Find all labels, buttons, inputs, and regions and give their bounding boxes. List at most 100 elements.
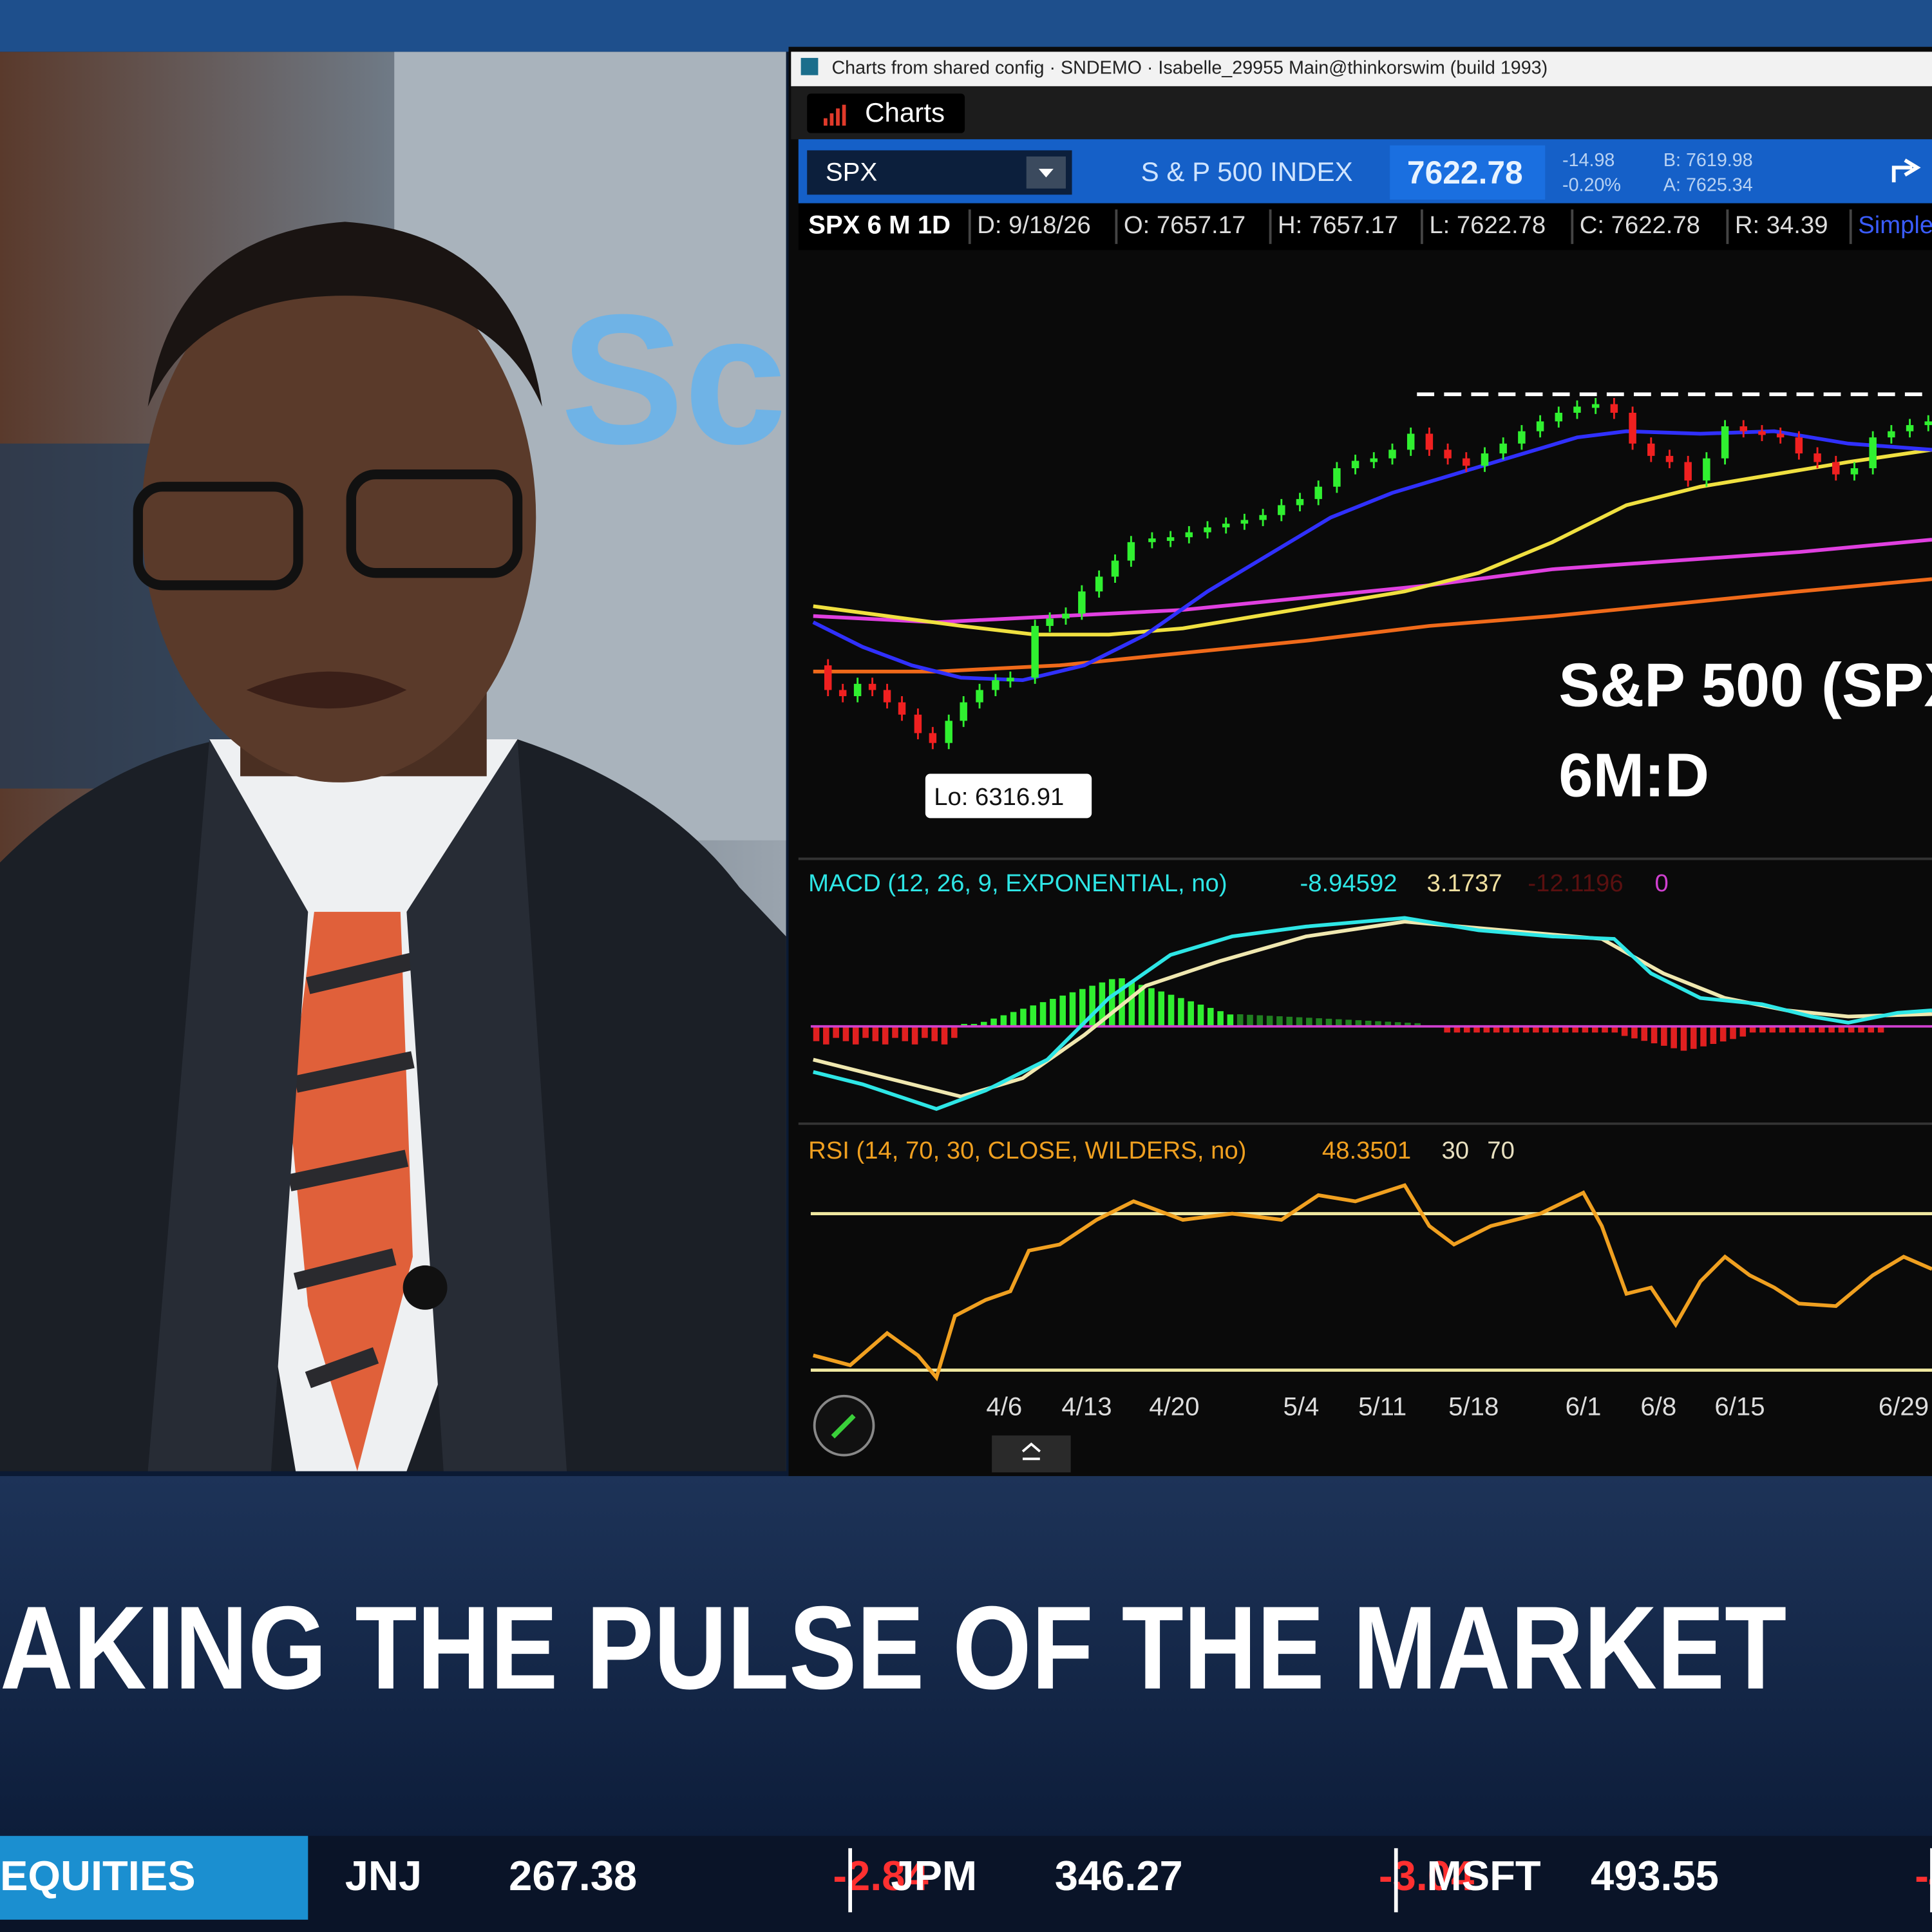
histogram-bar <box>1217 1011 1224 1027</box>
info-field: O: 7657.17 <box>1124 211 1245 239</box>
head <box>142 252 536 782</box>
candle-body <box>1031 625 1039 678</box>
info-field: H: 7657.17 <box>1278 211 1398 239</box>
candle-body <box>1629 412 1636 444</box>
histogram-bar <box>1789 1026 1795 1033</box>
macd-pane: MACD (12, 26, 9, EXPONENTIAL, no) -8.945… <box>808 869 1932 1111</box>
histogram-bar <box>1345 1019 1352 1027</box>
date-label: 5/18 <box>1448 1392 1499 1421</box>
collapse-icon <box>1021 1442 1041 1461</box>
tab-icon <box>824 104 846 126</box>
ticker-price: 493.55 <box>1591 1852 1719 1899</box>
candle-body <box>883 690 891 703</box>
histogram-bar <box>1108 979 1115 1027</box>
candle-body <box>914 714 922 734</box>
ticker-section-box <box>0 1835 308 1920</box>
histogram-bar <box>951 1026 958 1038</box>
histogram-bar <box>971 1023 978 1027</box>
quote-bid: B: 7619.98 <box>1663 150 1753 171</box>
histogram-bar <box>1542 1026 1549 1033</box>
candle-body <box>1463 458 1470 466</box>
histogram-bar <box>1473 1026 1480 1033</box>
histogram-bar <box>1503 1026 1510 1033</box>
histogram-bar <box>842 1026 849 1041</box>
overlay-title: S&P 500 (SPX) <box>1558 651 1932 720</box>
tie-stripes <box>287 952 415 1388</box>
histogram-bar <box>1838 1026 1845 1033</box>
histogram-bar <box>1799 1026 1805 1033</box>
date-label: 6/29 <box>1879 1392 1929 1421</box>
candle-body <box>1278 505 1285 515</box>
histogram-bar <box>1208 1008 1214 1027</box>
histogram-bar <box>1316 1018 1322 1027</box>
share-icon[interactable] <box>1891 158 1921 183</box>
collapse-button[interactable] <box>992 1435 1071 1473</box>
histogram-bar <box>1848 1026 1855 1033</box>
histogram-bar <box>1631 1026 1638 1039</box>
candle-body <box>1078 591 1086 614</box>
histogram-bar <box>1533 1026 1539 1033</box>
candle-body <box>1444 450 1452 459</box>
histogram-bar <box>1128 981 1135 1027</box>
histogram-bar <box>1739 1026 1747 1037</box>
date-label: 4/6 <box>986 1392 1022 1421</box>
histogram-bar <box>1000 1015 1007 1027</box>
ticker-price: 346.27 <box>1055 1852 1183 1899</box>
candle-body <box>1388 450 1396 459</box>
headline: AKING THE PULSE OF THE MARKET <box>0 1582 1786 1714</box>
histogram-bar <box>1582 1026 1589 1033</box>
quote-symbol: SPX <box>826 157 877 186</box>
candle-body <box>868 683 876 690</box>
candle-body <box>1127 542 1135 561</box>
candles <box>824 397 1932 750</box>
candle-body <box>1906 425 1914 431</box>
quote-change-percent: -0.20% <box>1562 175 1621 195</box>
mouth <box>246 671 407 709</box>
dropdown-arrow <box>1038 169 1054 178</box>
ticker-section: EQUITIES <box>0 1852 196 1899</box>
candle-body <box>1684 462 1692 481</box>
histogram-bar <box>1808 1026 1815 1033</box>
candle-body <box>898 702 906 715</box>
histogram-bar <box>902 1026 909 1041</box>
candle-body <box>1832 462 1840 475</box>
histogram-bar <box>1651 1026 1658 1044</box>
histogram-bar <box>1818 1026 1825 1033</box>
candle-body <box>1647 443 1655 456</box>
histogram-bar <box>1405 1023 1411 1027</box>
histogram-bar <box>1119 978 1125 1027</box>
histogram-bar <box>1138 985 1145 1027</box>
info-field: C: 7622.78 <box>1580 211 1700 239</box>
quote-name: S & P 500 INDEX <box>1141 156 1353 187</box>
histogram-bar <box>1552 1026 1559 1033</box>
histogram-bar <box>1858 1026 1864 1033</box>
histogram-bar <box>1069 992 1076 1027</box>
candle-body <box>1481 453 1489 466</box>
overlay-subtitle: 6M:D <box>1558 741 1709 810</box>
histogram-bar <box>1828 1026 1835 1033</box>
macd-line <box>813 916 1932 1111</box>
rsi-oversold: 30 <box>1442 1137 1470 1164</box>
histogram-bar <box>1572 1026 1578 1033</box>
glasses-left <box>133 482 303 591</box>
candle-body <box>1869 437 1877 469</box>
charts-tab[interactable] <box>807 93 965 133</box>
candle-body <box>1062 613 1070 619</box>
date-label: 4/20 <box>1149 1392 1199 1421</box>
histogram-bar <box>823 1026 829 1045</box>
ticker-symbol: JPM <box>891 1852 977 1899</box>
histogram-bar <box>980 1021 987 1027</box>
histogram-bar <box>1059 995 1066 1027</box>
lower-third <box>0 1476 1932 1836</box>
quote-last: 7622.78 <box>1407 155 1523 191</box>
histogram-bar <box>1730 1026 1736 1039</box>
candle-body <box>992 680 999 690</box>
candle-body <box>1406 433 1415 450</box>
histogram-bar <box>1039 1002 1046 1027</box>
histogram-bar <box>1050 999 1056 1027</box>
candle-body <box>853 683 862 696</box>
ma-orange <box>813 577 1932 674</box>
lapels <box>147 739 567 1472</box>
ticker-price: 267.38 <box>509 1852 637 1899</box>
histogram-bar <box>1522 1026 1530 1033</box>
